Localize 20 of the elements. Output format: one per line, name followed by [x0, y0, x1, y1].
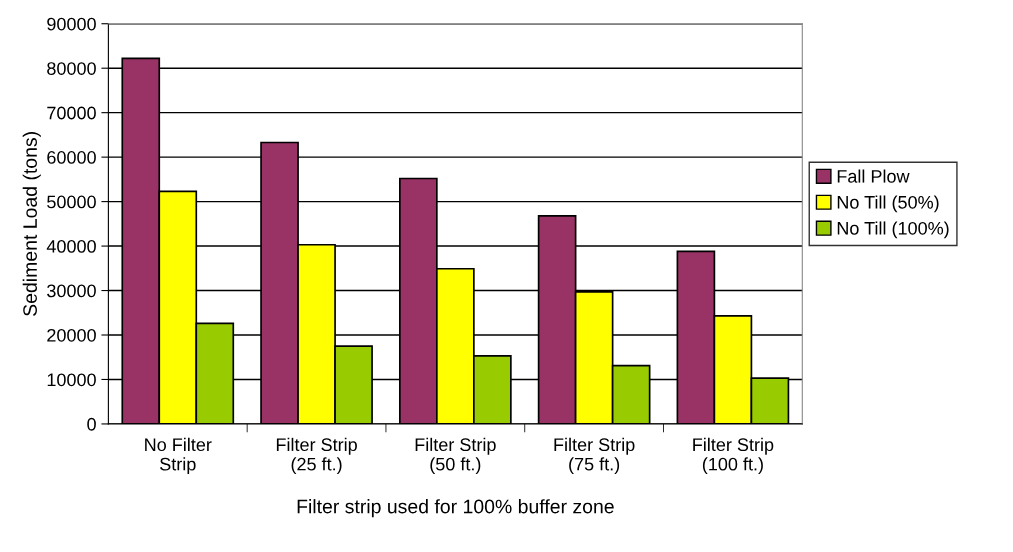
x-tick-label: Filter Strip (75 ft.) — [554, 437, 635, 475]
y-tick-label: 70000 — [47, 106, 96, 120]
y-tick-label: 90000 — [47, 17, 96, 31]
x-axis-title: Filter strip used for 100% buffer zone — [297, 499, 614, 518]
x-tick-label: Filter Strip (50 ft.) — [415, 437, 496, 475]
legend-label: No Till (50%) — [837, 195, 939, 213]
y-tick-label: 0 — [87, 417, 96, 431]
x-tick-label: Filter Strip (100 ft.) — [693, 437, 774, 475]
y-tick-label: 40000 — [46, 240, 96, 253]
y-axis-title: Sediment Load (tons) — [22, 132, 41, 316]
y-tick-label: 30000 — [47, 284, 96, 298]
y-tick-label: 10000 — [47, 373, 96, 387]
y-tick-label: 20000 — [47, 328, 96, 342]
legend-label: Fall Plow — [837, 169, 910, 183]
legend-label: No Till (100%) — [837, 221, 949, 239]
y-tick-label: 60000 — [47, 151, 96, 164]
x-tick-label: Filter Strip (25 ft.) — [276, 437, 357, 475]
y-tick-label: 50000 — [47, 195, 96, 209]
y-tick-label: 80000 — [47, 62, 96, 75]
x-tick-label: No Filter Strip — [145, 437, 212, 475]
